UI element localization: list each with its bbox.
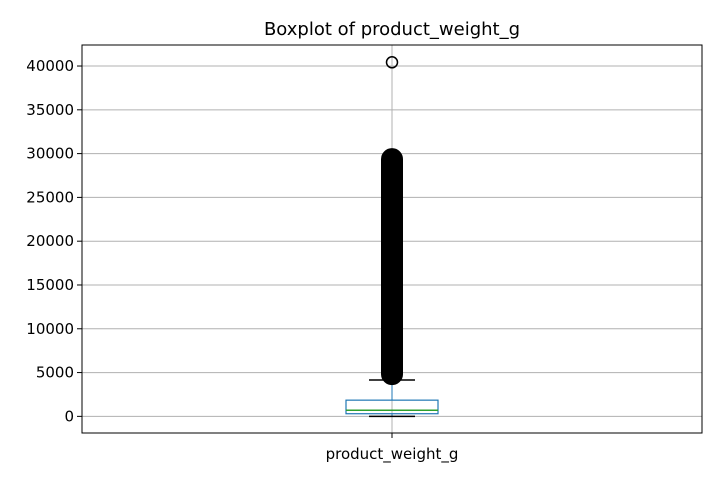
y-tick-label: 20000: [26, 232, 74, 250]
y-tick-label: 10000: [26, 320, 74, 338]
y-tick-label: 25000: [26, 188, 74, 206]
iqr-box: [345, 399, 439, 415]
y-tick-label: 40000: [26, 57, 74, 75]
chart-title: Boxplot of product_weight_g: [264, 19, 520, 40]
outlier-point: [385, 56, 399, 69]
box-plot: [345, 56, 439, 418]
y-tick-label: 35000: [26, 101, 74, 119]
x-tick-label: product_weight_g: [326, 445, 459, 464]
y-tick-label: 5000: [36, 364, 74, 382]
outlier-cluster: [381, 148, 403, 386]
y-tick-label: 0: [64, 407, 74, 425]
y-tick-label: 15000: [26, 276, 74, 294]
y-tick-label: 30000: [26, 145, 74, 163]
y-axis-ticks: 0 5000 10000 15000 20000 25000 30000 35000 40000: [26, 57, 82, 425]
